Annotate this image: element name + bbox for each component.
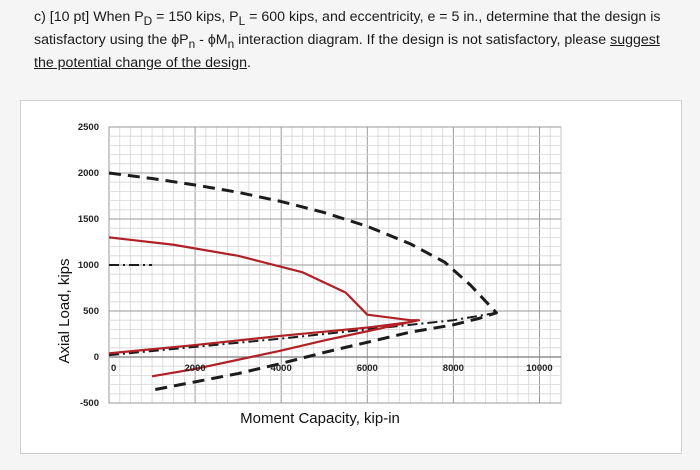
change-emphasis: the potential change of the design	[34, 54, 247, 71]
x-tick-label: 10000	[526, 363, 552, 374]
x-tick-label: 6000	[357, 363, 378, 374]
question-points: [10 pt]	[49, 9, 90, 25]
chart-frame: 2500 2000 1500 1000 500 0 -500 0 2000 4000 6000 800…	[20, 100, 682, 454]
subscript: n	[188, 36, 196, 51]
y-tick-label: 0	[94, 352, 99, 363]
interaction-diagram: 2500 2000 1500 1000 500 0 -500 0 2000 4000 6000 800…	[56, 122, 562, 427]
question-part: c)	[34, 9, 46, 25]
chart-ticks: 2500 2000 1500 1000 500 0 -500 0 2000 4000 6000 800…	[78, 122, 553, 409]
question-text: c) [10 pt] When PD = 150 kips, PL = 600 …	[34, 8, 674, 73]
subscript: L	[238, 13, 246, 28]
subscript: D	[143, 13, 153, 28]
question-fragment: interaction diagram. If the design is no…	[234, 31, 611, 48]
suggest-emphasis: suggest	[610, 31, 660, 48]
x-tick-label: 2000	[185, 363, 206, 374]
y-tick-label: 2000	[78, 168, 99, 179]
y-axis-label: Axial Load, kips	[56, 258, 73, 363]
question-fragment: When P	[93, 9, 144, 25]
y-tick-label: 1500	[78, 214, 99, 225]
y-tick-label: -500	[80, 398, 99, 409]
x-axis-label: Moment Capacity, kip-in	[240, 410, 400, 427]
question-fragment: .	[246, 54, 251, 71]
y-tick-label: 500	[83, 306, 99, 317]
series-line-5	[108, 320, 411, 355]
y-tick-label: 2500	[78, 122, 99, 133]
x-tick-label: 8000	[443, 363, 464, 374]
question-fragment: - ϕM	[195, 31, 228, 48]
series-line-4	[108, 236, 421, 378]
question-fragment: = 150 kips, P	[152, 9, 239, 25]
y-tick-label: 1000	[78, 260, 99, 271]
x-tick-label: 0	[111, 363, 116, 374]
subscript: n	[227, 36, 235, 51]
series-line-1	[108, 171, 498, 392]
chart-series	[108, 171, 498, 392]
x-tick-label: 4000	[271, 363, 292, 374]
question-fragment: = 600 kips, and eccentricity, e = 5 in.,…	[34, 9, 661, 48]
chart-grid	[108, 126, 562, 404]
